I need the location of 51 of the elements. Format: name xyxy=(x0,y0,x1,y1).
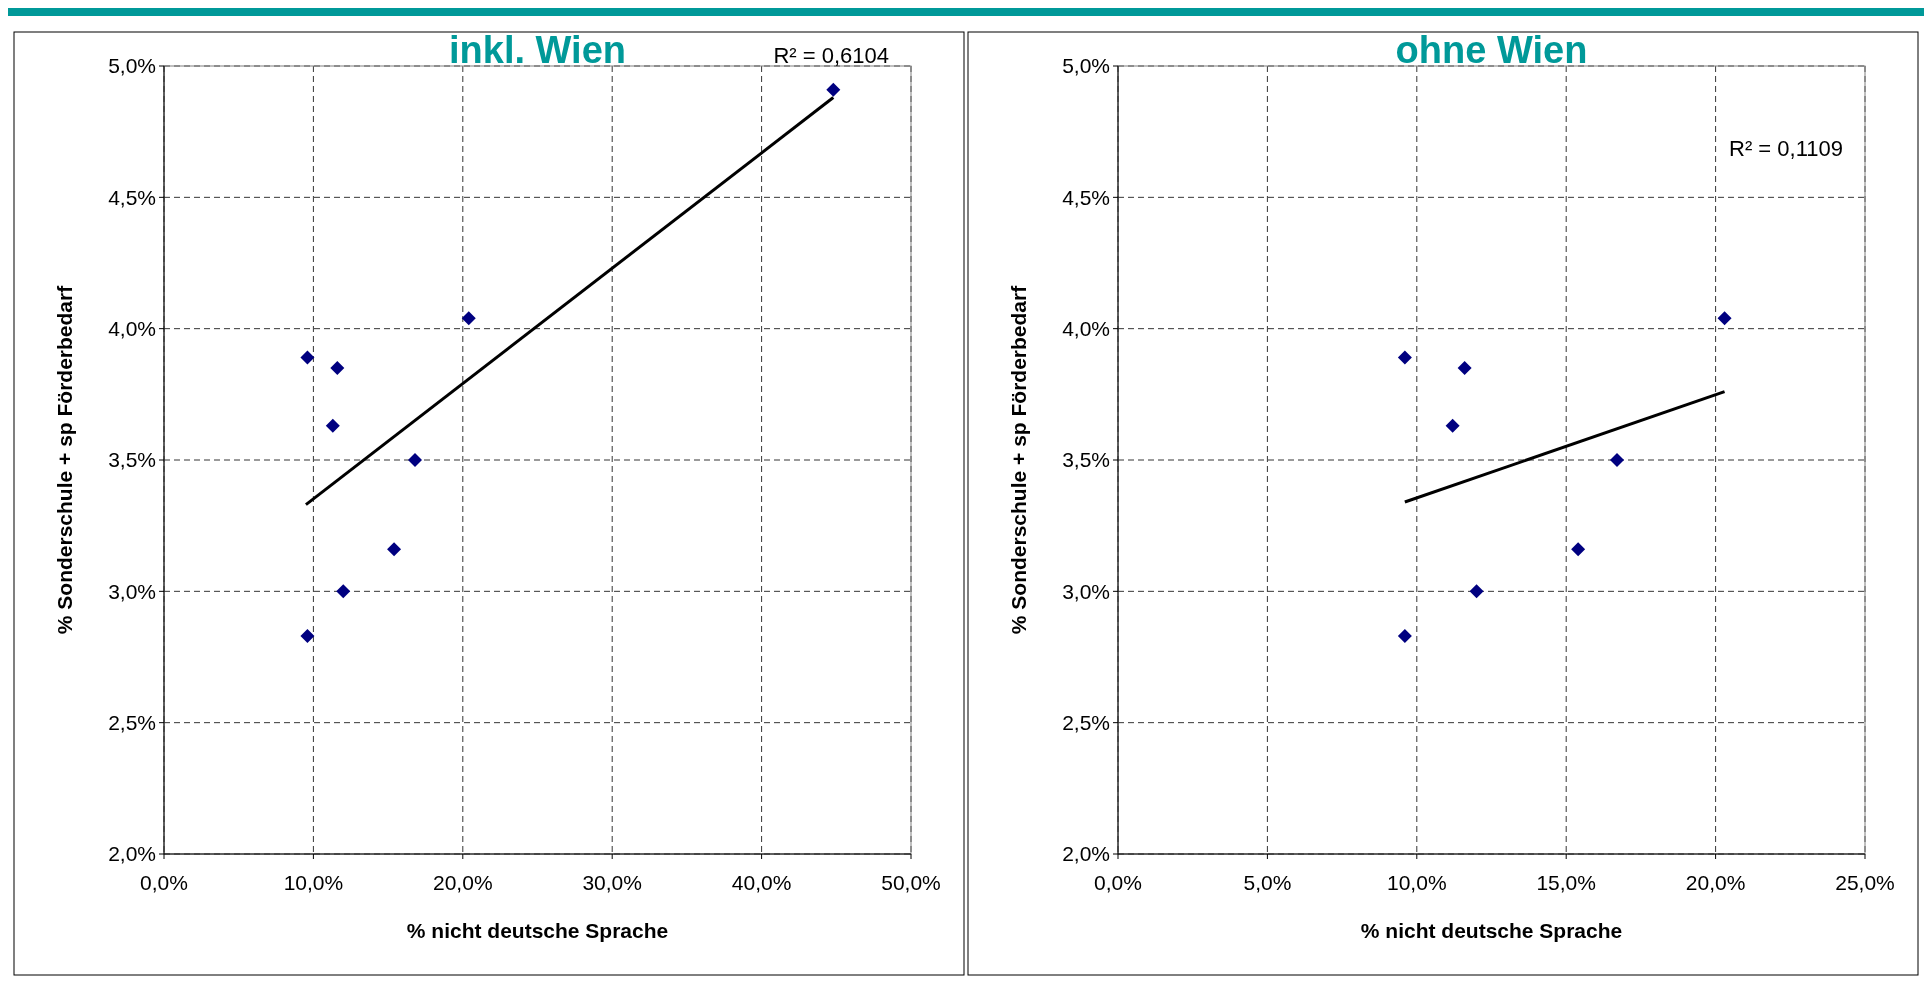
point xyxy=(1397,628,1412,643)
y-tick-label: 2,0% xyxy=(108,842,156,866)
chart-title: inkl. Wien xyxy=(448,29,627,71)
y-tick-label: 3,0% xyxy=(1062,579,1110,603)
x-tick-label: 25,0% xyxy=(1835,871,1895,894)
x-tick-label: 0,0% xyxy=(1094,871,1142,894)
y-tick-label: 2,0% xyxy=(1062,842,1110,866)
y-axis-title: % Sonderschule + sp Förderbedarf xyxy=(1007,284,1030,635)
x-tick-label: 30,0% xyxy=(582,871,642,894)
y-tick-label: 5,0% xyxy=(108,54,156,78)
point xyxy=(1610,453,1624,467)
y-tick-label: 3,5% xyxy=(1062,448,1110,472)
x-tick-label: 40,0% xyxy=(731,871,792,894)
y-tick-label: 3,0% xyxy=(108,579,156,603)
x-tick-label: 10,0% xyxy=(1387,871,1447,894)
point xyxy=(330,361,345,376)
point xyxy=(461,311,476,326)
point xyxy=(407,453,422,467)
point xyxy=(336,584,351,599)
x-tick-label: 50,0% xyxy=(881,871,941,894)
x-tick-label: 20,0% xyxy=(1685,871,1746,894)
y-tick-label: 2,5% xyxy=(1062,711,1110,735)
point xyxy=(1717,311,1732,326)
y-tick-label: 2,5% xyxy=(108,711,156,735)
x-axis-title: % nicht deutsche Sprache xyxy=(1360,919,1623,942)
y-tick-label: 3,5% xyxy=(108,448,156,472)
y-tick-label: 4,0% xyxy=(108,317,156,341)
annotation: R² = 0,1109 xyxy=(1729,136,1843,161)
x-tick-label: 15,0% xyxy=(1536,871,1596,894)
point xyxy=(826,82,841,97)
y-tick-label: 4,0% xyxy=(1062,317,1110,341)
x-tick-label: 0,0% xyxy=(140,871,188,894)
point xyxy=(300,628,315,643)
point xyxy=(325,418,340,433)
x-tick-label: 10,0% xyxy=(283,871,344,894)
x-axis-title: % nicht deutsche Sprache xyxy=(406,919,669,942)
x-tick-label: 5,0% xyxy=(1243,871,1292,894)
point xyxy=(1445,418,1460,433)
point xyxy=(1457,361,1472,376)
y-tick-label: 5,0% xyxy=(1062,54,1110,78)
point xyxy=(387,542,402,557)
point xyxy=(300,350,315,365)
annotation: R² = 0,6104 xyxy=(773,43,889,68)
chart-title: ohne Wien xyxy=(1395,29,1588,71)
point xyxy=(1469,584,1484,599)
y-tick-label: 4,5% xyxy=(1062,185,1110,209)
point xyxy=(1397,350,1412,365)
y-tick-label: 4,5% xyxy=(108,185,156,209)
y-axis-title: % Sonderschule + sp Förderbedarf xyxy=(53,284,76,635)
point xyxy=(1571,542,1586,557)
x-tick-label: 20,0% xyxy=(433,871,493,894)
